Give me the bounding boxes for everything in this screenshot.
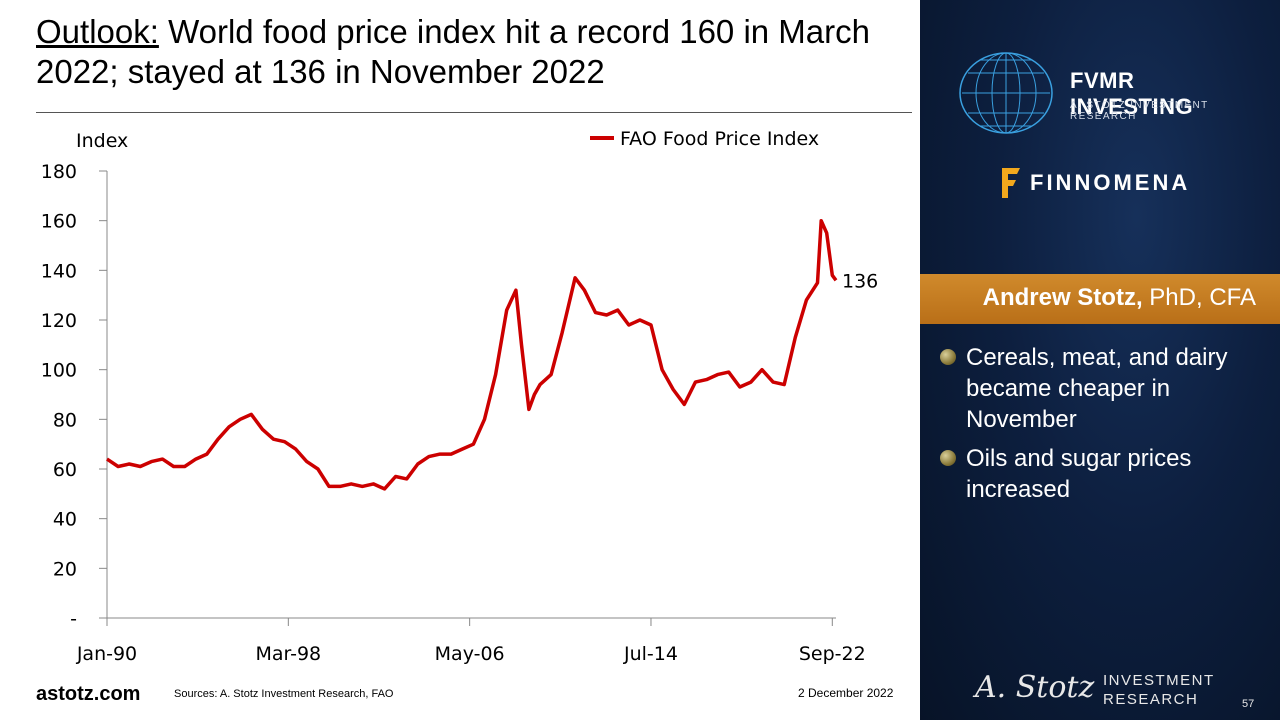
title-lead: Outlook: <box>36 13 159 50</box>
fvmr-logo: FVMR INVESTING A. STOTZ INVESTMENT RESEA… <box>958 50 1258 140</box>
x-tick-label: May-06 <box>435 643 505 665</box>
list-item: Cereals, meat, and dairy became cheaper … <box>940 342 1270 435</box>
astotz-brand: A. Stotz INVESTMENT RESEARCH <box>975 668 1275 713</box>
brand-line-1: INVESTMENT <box>1103 672 1215 689</box>
bullet-icon <box>940 450 956 466</box>
site-link[interactable]: astotz.com <box>36 683 141 705</box>
y-tick-label: 60 <box>53 459 77 481</box>
author-name: Andrew Stotz, <box>982 284 1143 311</box>
x-tick-label: Jan-90 <box>76 643 137 665</box>
series-line-fao-food-price-index <box>106 218 838 491</box>
y-tick-label: 180 <box>41 161 77 183</box>
sources-text: Sources: A. Stotz Investment Research, F… <box>174 688 394 700</box>
y-tick-label: - <box>70 608 77 630</box>
title-divider <box>36 112 912 113</box>
x-tick-label: Jul-14 <box>623 643 678 665</box>
finnomena-f-icon <box>1002 168 1020 198</box>
list-item: Oils and sugar prices increased <box>940 443 1270 505</box>
title-rest: World food price index hit a record 160 … <box>36 13 870 90</box>
y-tick-label: 80 <box>53 409 77 431</box>
x-tick-label: Sep-22 <box>799 643 866 665</box>
bullet-text: Oils and sugar prices increased <box>966 445 1192 503</box>
main-panel: Outlook: World food price index hit a re… <box>36 12 912 705</box>
end-value-label: 136 <box>842 270 878 292</box>
globe-icon <box>959 52 1053 134</box>
legend-label: FAO Food Price Index <box>620 128 819 150</box>
page-number: 57 <box>1242 698 1255 710</box>
y-axis-title: Index <box>76 130 128 152</box>
page-title: Outlook: World food price index hit a re… <box>36 12 906 92</box>
author-credentials: PhD, CFA <box>1142 284 1256 311</box>
y-tick-label: 120 <box>41 310 77 332</box>
bullet-text: Cereals, meat, and dairy became cheaper … <box>966 344 1228 433</box>
signature-logo: A. Stotz <box>975 670 1095 705</box>
fvmr-subtitle: A. STOTZ INVESTMENT RESEARCH <box>1070 100 1209 122</box>
fvmr-title: FVMR INVESTING <box>1070 68 1194 119</box>
food-price-chart: - 20 40 60 80 100 120 140 160 180 Jan-90 Mar-98 May-… <box>41 128 879 665</box>
bullet-list: Cereals, meat, and dairy became cheaper … <box>940 342 1270 513</box>
y-tick-label: 20 <box>53 558 77 580</box>
y-tick-label: 140 <box>41 260 77 282</box>
sidebar-panel: FVMR INVESTING A. STOTZ INVESTMENT RESEA… <box>920 0 1280 720</box>
brand-line-2: RESEARCH <box>1103 691 1199 708</box>
finnomena-text: FINNOMENA <box>1030 170 1191 195</box>
x-tick-label: Mar-98 <box>255 643 321 665</box>
y-tick-label: 100 <box>41 360 77 382</box>
author-label: Andrew Stotz, PhD, CFA <box>983 284 1256 312</box>
y-tick-label: 160 <box>41 211 77 233</box>
y-tick-label: 40 <box>53 509 77 531</box>
author-banner: Andrew Stotz, PhD, CFA <box>920 274 1280 324</box>
slide-date: 2 December 2022 <box>798 686 894 700</box>
bullet-icon <box>940 349 956 365</box>
